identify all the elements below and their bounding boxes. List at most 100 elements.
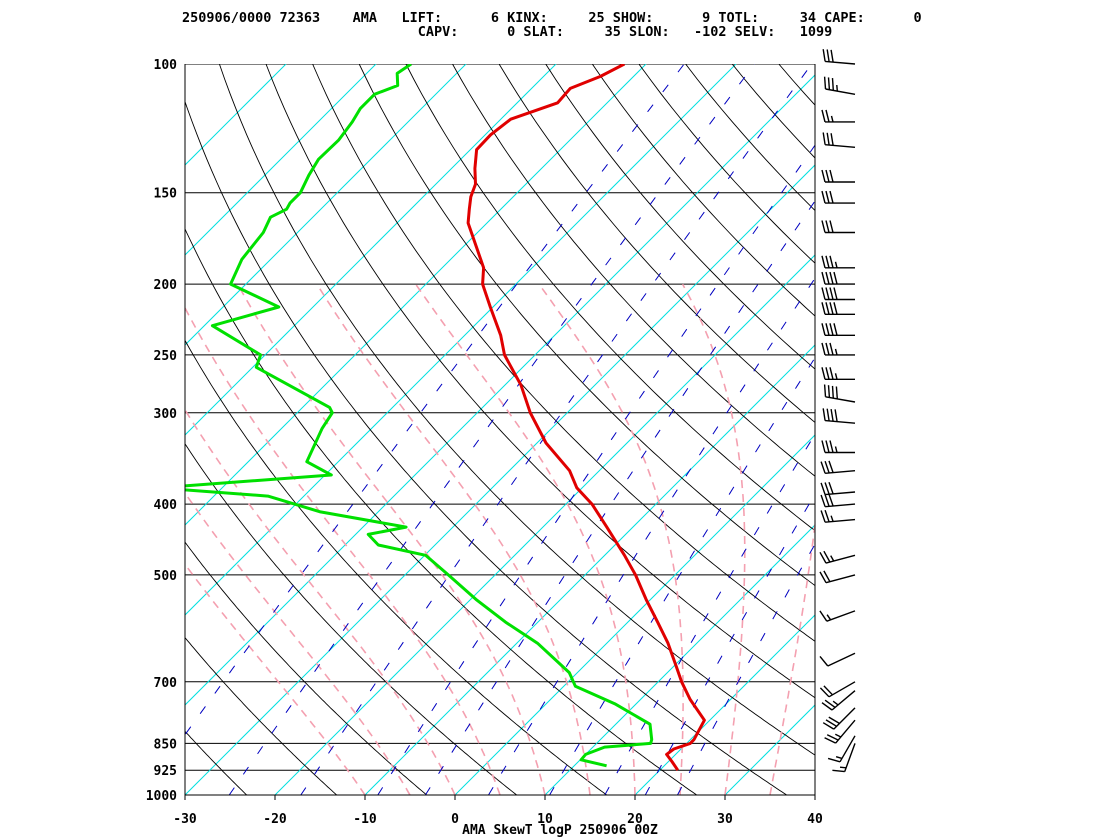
wind-barb bbox=[822, 132, 856, 148]
dry-adiabat-line bbox=[185, 339, 607, 795]
wind-barb-full-feather bbox=[822, 408, 826, 421]
grid-lines bbox=[185, 64, 1120, 795]
isotherm-line bbox=[185, 164, 815, 795]
wind-barb-staff bbox=[825, 396, 856, 403]
wind-barb-full-feather bbox=[823, 76, 827, 90]
wind-barb-full-feather bbox=[829, 271, 834, 285]
wind-barb bbox=[823, 384, 856, 403]
wind-barb-staff bbox=[828, 681, 856, 698]
wind-barb-full-feather bbox=[825, 440, 830, 453]
wind-barb-full-feather bbox=[821, 323, 826, 336]
wind-barb-full-feather bbox=[821, 702, 833, 711]
pressure-tick-label: 1000 bbox=[146, 789, 177, 804]
moist-adiabat-line bbox=[236, 283, 546, 795]
temperature-tick-label: 30 bbox=[717, 812, 733, 827]
mixing-ratio-line bbox=[300, 64, 813, 795]
wind-barb-staff bbox=[839, 735, 856, 763]
pressure-tick-label: 250 bbox=[154, 349, 178, 364]
wind-barb bbox=[819, 610, 856, 622]
wind-barb-full-feather bbox=[826, 49, 830, 62]
wind-barb-full-feather bbox=[825, 719, 837, 727]
wind-barb-full-feather bbox=[829, 169, 834, 183]
dry-adiabat-line bbox=[872, 64, 1120, 795]
moist-adiabat-line bbox=[185, 563, 366, 795]
wind-barb-full-feather bbox=[821, 255, 826, 268]
wind-barb-staff bbox=[827, 652, 856, 667]
pressure-tick-label: 200 bbox=[154, 278, 178, 293]
isotherm-line bbox=[724, 704, 815, 795]
wind-barb-full-feather bbox=[825, 169, 830, 183]
dry-adiabat-line bbox=[1059, 64, 1120, 795]
pressure-tick-label: 500 bbox=[154, 569, 178, 584]
wind-barb bbox=[821, 109, 855, 123]
wind-barb-half-feather bbox=[835, 756, 843, 760]
pressure-tick-label: 150 bbox=[154, 187, 178, 202]
wind-barb-full-feather bbox=[833, 287, 838, 300]
wind-barb-half-feather bbox=[832, 700, 839, 706]
wind-barb-staff bbox=[825, 491, 856, 496]
wind-barb-half-feather bbox=[830, 555, 835, 562]
dry-adiabat-line bbox=[265, 64, 815, 699]
dry-adiabat-line bbox=[591, 64, 815, 317]
pressure-axis: 100 150 200 250 300 400 500 700 850 925 1000 bbox=[146, 58, 177, 804]
wind-barb-staff bbox=[831, 690, 856, 711]
wind-barb-full-feather bbox=[819, 655, 829, 667]
isotherm-line bbox=[544, 524, 815, 795]
wind-barb-staff bbox=[825, 419, 856, 424]
dry-adiabat-line bbox=[185, 636, 337, 795]
wind-barb-full-feather bbox=[822, 49, 826, 62]
pressure-tick-label: 100 bbox=[154, 58, 178, 73]
wind-barb-full-feather bbox=[824, 699, 836, 708]
wind-barb-full-feather bbox=[827, 757, 841, 763]
mixing-ratio-line bbox=[228, 64, 755, 795]
wind-barb-full-feather bbox=[824, 737, 837, 744]
dry-adiabat-line bbox=[919, 64, 1120, 795]
wind-barb-full-feather bbox=[824, 494, 830, 507]
wind-barb-full-feather bbox=[822, 722, 835, 730]
wind-barb bbox=[821, 302, 855, 315]
wind-barb-full-feather bbox=[831, 78, 834, 91]
moist-adiabat-line bbox=[769, 518, 815, 795]
wind-barb-full-feather bbox=[834, 409, 838, 422]
wind-barb-full-feather bbox=[833, 302, 838, 315]
plot-frame bbox=[184, 64, 816, 796]
isotherm-line bbox=[814, 794, 815, 795]
temperature-profile bbox=[466, 64, 706, 772]
wind-barb-full-feather bbox=[829, 342, 834, 356]
dry-adiabat-line bbox=[638, 64, 815, 264]
wind-barb-full-feather bbox=[828, 716, 840, 725]
wind-barb-full-feather bbox=[829, 287, 834, 300]
wind-barb bbox=[821, 255, 855, 269]
wind-barb-full-feather bbox=[820, 510, 826, 523]
wind-barb-full-feather bbox=[825, 367, 830, 380]
dry-adiabat-line bbox=[498, 64, 815, 424]
moist-adiabat-line bbox=[538, 283, 684, 795]
dry-adiabat-line bbox=[185, 100, 787, 795]
mixing-ratio-line bbox=[488, 277, 815, 795]
wind-barb bbox=[821, 287, 855, 301]
wind-barb bbox=[820, 460, 856, 474]
wind-barb bbox=[820, 509, 856, 523]
mixing-ratio-line bbox=[185, 64, 685, 736]
header-line-2: CAPV: 0 SLAT: 35 SLON: -102 SELV: 1099 bbox=[182, 24, 832, 40]
moist-adiabat-line bbox=[316, 283, 591, 795]
wind-barb-half-feather bbox=[834, 373, 838, 380]
temperature-tick-label: -20 bbox=[263, 812, 287, 827]
dry-adiabat-line bbox=[185, 227, 697, 795]
wind-barb-half-feather bbox=[834, 261, 838, 268]
moist-adiabat-line bbox=[185, 491, 411, 795]
wind-barb-half-feather bbox=[834, 446, 838, 453]
wind-barb-full-feather bbox=[826, 132, 830, 146]
wind-barb-full-feather bbox=[821, 190, 826, 204]
wind-barb-full-feather bbox=[833, 323, 838, 336]
wind-barb-full-feather bbox=[833, 271, 838, 285]
wind-barb-full-feather bbox=[820, 461, 826, 474]
dry-adiabat-line bbox=[218, 64, 815, 756]
isotherm-line bbox=[185, 64, 557, 436]
wind-barb-full-feather bbox=[830, 408, 834, 422]
wind-barb-full-feather bbox=[828, 481, 834, 495]
mixing-ratio-line bbox=[377, 144, 815, 795]
dry-adiabat-line bbox=[185, 730, 248, 795]
wind-barb bbox=[820, 494, 856, 508]
